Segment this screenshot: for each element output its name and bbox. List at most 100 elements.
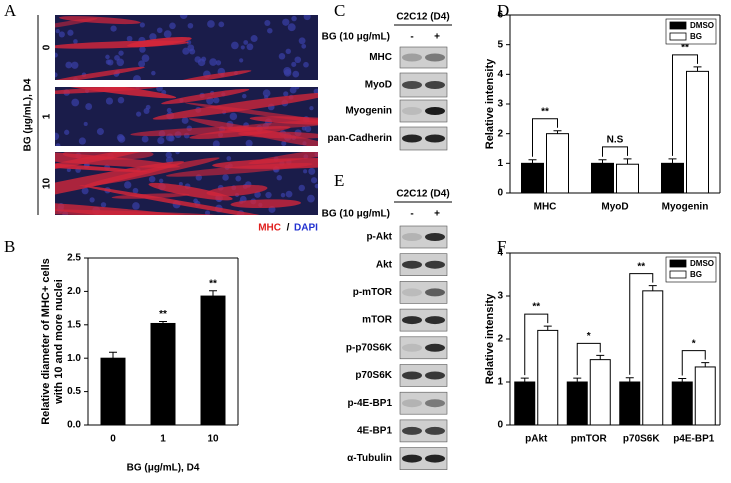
y-tick-label: 1 <box>497 377 503 388</box>
band <box>425 260 445 269</box>
myotube <box>111 193 190 199</box>
nucleus <box>55 72 58 78</box>
myotube <box>55 159 149 173</box>
legend-label: DMSO <box>690 21 714 30</box>
nucleus <box>166 107 172 113</box>
nucleus <box>138 60 146 68</box>
myotube <box>62 152 154 160</box>
legend-swatch <box>669 259 687 268</box>
nucleus <box>201 56 207 62</box>
y-tick-label: 2.5 <box>67 253 81 264</box>
band <box>402 371 422 380</box>
nucleus <box>303 169 308 174</box>
bar <box>521 162 544 194</box>
nucleus <box>213 97 220 104</box>
nucleus <box>105 97 114 105</box>
x-tick-label: pAkt <box>525 434 548 445</box>
band-label: p-mTOR <box>353 287 393 298</box>
error-bar <box>528 159 537 164</box>
bar <box>671 381 693 426</box>
nucleus <box>308 167 316 175</box>
y-tick-label: 1.5 <box>67 319 81 330</box>
significance: ** <box>681 43 689 54</box>
myotube <box>55 161 185 213</box>
blot-title: C2C12 (D4) <box>396 189 449 200</box>
treatment-label: BG (10 μg/mL) <box>322 32 390 43</box>
y-tick-label: 5 <box>497 39 503 50</box>
nucleus <box>314 183 318 189</box>
band <box>425 107 445 115</box>
panel-a-ylabel: BG (μg/mL), D4 <box>23 78 34 151</box>
band <box>425 53 445 62</box>
bar <box>661 162 684 194</box>
band-label: Akt <box>376 259 393 270</box>
myotube <box>55 66 145 80</box>
band <box>425 343 445 352</box>
bar <box>514 381 536 426</box>
x-tick-label: p4E-BP1 <box>673 434 715 445</box>
nucleus <box>291 61 297 68</box>
nucleus <box>189 48 196 55</box>
nucleus <box>67 29 74 36</box>
nucleus <box>85 103 93 110</box>
bar <box>100 357 126 426</box>
nucleus <box>132 202 140 210</box>
legend-sep: / <box>287 223 290 234</box>
blot-strip <box>399 391 448 415</box>
nucleus <box>215 60 222 66</box>
nucleus <box>116 58 125 67</box>
blot-strip <box>399 308 448 332</box>
nucleus <box>96 128 104 136</box>
nucleus <box>187 22 194 29</box>
band <box>425 316 445 325</box>
band-label: p-Akt <box>366 232 392 243</box>
lane-label: + <box>434 209 440 220</box>
nucleus <box>262 89 271 98</box>
band <box>402 53 422 62</box>
band <box>425 426 445 435</box>
nucleus <box>287 23 296 32</box>
y-tick-label: 3 <box>497 291 503 302</box>
error-bar <box>553 130 562 134</box>
band <box>402 260 422 269</box>
y-axis-label: Relative intensity <box>484 293 496 384</box>
band-label: pan-Cadherin <box>328 133 392 144</box>
nucleus <box>285 48 291 55</box>
band <box>402 343 422 352</box>
nucleus <box>175 152 180 155</box>
myotube <box>176 70 252 80</box>
error-bar <box>209 290 217 297</box>
panel-letter: E <box>334 171 344 190</box>
nucleus <box>55 52 58 58</box>
nucleus <box>301 43 307 49</box>
error-bar <box>543 325 552 331</box>
nucleus <box>263 94 269 100</box>
y-tick-label: 0.0 <box>67 420 81 431</box>
band-label: MyoD <box>365 80 392 91</box>
band-label: p-p70S6K <box>346 342 393 353</box>
nucleus <box>156 27 163 34</box>
nucleus <box>165 152 172 159</box>
legend-swatch <box>669 32 687 41</box>
band-label: MHC <box>369 52 392 63</box>
bar <box>686 70 709 194</box>
nucleus <box>282 18 290 26</box>
y-tick-label: 0 <box>497 188 503 199</box>
nucleus <box>117 135 126 143</box>
nucleus <box>179 15 188 20</box>
legend-mhc: MHC <box>258 223 281 234</box>
error-bar <box>701 362 710 367</box>
nucleus <box>169 22 176 30</box>
bar <box>616 163 639 194</box>
micrograph-cells <box>55 15 311 80</box>
nucleus <box>151 70 156 76</box>
bar <box>566 381 588 426</box>
blot-strip <box>399 253 448 276</box>
myotube <box>227 120 318 130</box>
myotube <box>59 16 141 25</box>
nucleus <box>240 45 245 50</box>
x-tick-label: 10 <box>207 434 219 445</box>
panel-letter: A <box>4 1 17 20</box>
nucleus <box>303 15 311 21</box>
